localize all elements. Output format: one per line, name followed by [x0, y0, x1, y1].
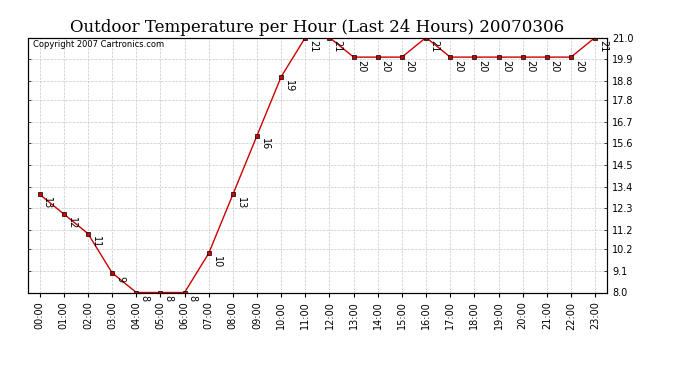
Text: Copyright 2007 Cartronics.com: Copyright 2007 Cartronics.com	[33, 40, 164, 49]
Text: 20: 20	[526, 60, 535, 72]
Text: 8: 8	[164, 295, 173, 302]
Text: 20: 20	[357, 60, 366, 72]
Text: 16: 16	[260, 138, 270, 151]
Text: 13: 13	[43, 197, 52, 210]
Text: 20: 20	[381, 60, 391, 72]
Text: 12: 12	[67, 217, 77, 229]
Text: 21: 21	[333, 40, 342, 53]
Text: 20: 20	[405, 60, 415, 72]
Text: 20: 20	[453, 60, 463, 72]
Text: 20: 20	[574, 60, 584, 72]
Text: 20: 20	[502, 60, 511, 72]
Text: 8: 8	[188, 295, 197, 302]
Text: 13: 13	[236, 197, 246, 210]
Text: 21: 21	[598, 40, 608, 53]
Title: Outdoor Temperature per Hour (Last 24 Hours) 20070306: Outdoor Temperature per Hour (Last 24 Ho…	[70, 19, 564, 36]
Text: 20: 20	[477, 60, 487, 72]
Text: 10: 10	[212, 256, 221, 268]
Text: 8: 8	[139, 295, 149, 302]
Text: 9: 9	[115, 276, 125, 282]
Text: 19: 19	[284, 80, 294, 92]
Text: 21: 21	[429, 40, 439, 53]
Text: 20: 20	[550, 60, 560, 72]
Text: 11: 11	[91, 236, 101, 249]
Text: 21: 21	[308, 40, 318, 53]
